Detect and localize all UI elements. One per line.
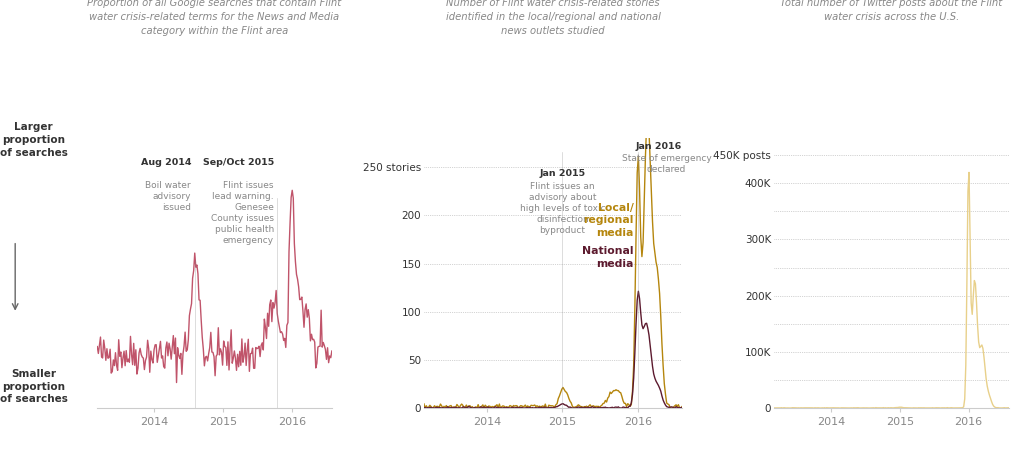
Text: Flint issues an
advisory about
high levels of toxic
disinfection
byproduct: Flint issues an advisory about high leve… <box>519 182 605 235</box>
Text: Flint issues
lead warning.
Genesee
County issues
public health
emergency: Flint issues lead warning. Genesee Count… <box>211 181 274 245</box>
Text: Smaller
proportion
of searches: Smaller proportion of searches <box>0 369 68 404</box>
Text: State of emergency
declared: State of emergency declared <box>622 154 712 174</box>
Text: Total number of Twitter posts about the Flint
water crisis across the U.S.: Total number of Twitter posts about the … <box>780 0 1002 22</box>
Text: Jan 2016: Jan 2016 <box>636 142 682 151</box>
Text: Aug 2014: Aug 2014 <box>140 158 191 166</box>
Text: Proportion of all Google searches that contain Flint
water crisis-related terms : Proportion of all Google searches that c… <box>87 0 342 36</box>
Text: Jan 2015: Jan 2015 <box>540 169 586 178</box>
Text: National
media: National media <box>582 246 634 269</box>
Text: Larger
proportion
of searches: Larger proportion of searches <box>0 122 68 158</box>
Text: Sep/Oct 2015: Sep/Oct 2015 <box>203 158 274 166</box>
Text: Local/
regional
media: Local/ regional media <box>583 203 634 237</box>
Text: Boil water
advisory
issued: Boil water advisory issued <box>145 181 191 212</box>
Text: Number of Flint water crisis-related stories
identified in the local/regional an: Number of Flint water crisis-related sto… <box>445 0 660 36</box>
